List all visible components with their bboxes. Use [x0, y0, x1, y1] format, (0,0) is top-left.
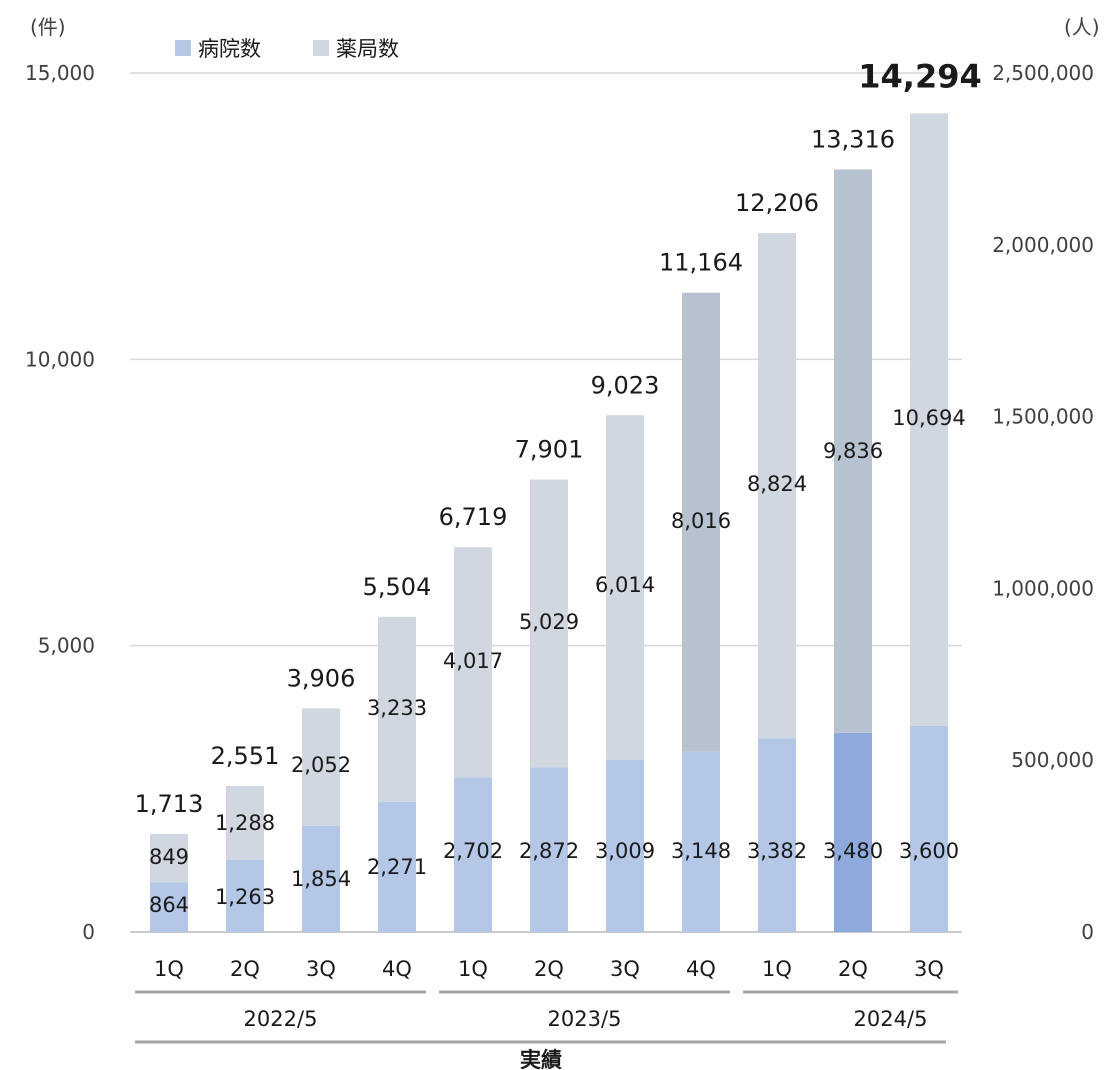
bar-pharmacy: [378, 616, 416, 802]
data-label-hospital: 2,702: [443, 839, 503, 863]
left-axis-tick-label: 5,000: [38, 634, 95, 658]
x-axis-tick-label: 4Q: [686, 957, 716, 981]
bar-hospital: [454, 777, 492, 932]
bar-hospital: [150, 882, 188, 932]
data-label-total: 9,023: [591, 371, 660, 399]
data-label-pharmacy: 10,694: [892, 406, 965, 430]
data-labels: 864 849 1,713 1,263 1,288 2,551 1,854 2,052 3,90…: [135, 57, 982, 917]
x-axis-tick-label: 2Q: [534, 957, 564, 981]
data-label-hospital: 2,271: [367, 855, 427, 879]
data-label-total: 6,719: [439, 503, 508, 531]
bar-pharmacy: [758, 233, 796, 739]
data-label-hospital: 3,600: [899, 839, 959, 863]
bar-hospital: [606, 759, 644, 932]
data-label-pharmacy: 2,052: [291, 753, 351, 777]
data-label-total: 12,206: [735, 189, 819, 217]
bar-pharmacy: [530, 479, 568, 768]
data-label-pharmacy: 8,016: [671, 509, 731, 533]
bar-pharmacy: [150, 833, 188, 883]
legend-swatch-pharmacy: [313, 40, 329, 56]
legend-swatch-hospital: [175, 40, 191, 56]
legend-label-pharmacy: 薬局数: [336, 37, 399, 61]
x-axis-tick-label: 3Q: [610, 957, 640, 981]
data-label-hospital: 3,480: [823, 839, 883, 863]
right-axis-tick-label: 2,000,000: [992, 233, 1094, 257]
data-label-pharmacy: 8,824: [747, 472, 807, 496]
bar-hospital: [378, 801, 416, 932]
data-label-total: 1,713: [135, 790, 204, 818]
right-axis-unit: (人): [1064, 15, 1100, 39]
bar-pharmacy: [682, 292, 720, 752]
bar-pharmacy: [910, 113, 948, 726]
bar-hospital: [910, 725, 948, 932]
data-label-total: 5,504: [363, 573, 432, 601]
data-label-total: 7,901: [515, 436, 584, 464]
data-label-hospital: 1,854: [291, 867, 351, 891]
data-label-pharmacy: 9,836: [823, 439, 883, 463]
bar-hospital: [682, 751, 720, 932]
data-label-hospital: 1,263: [215, 885, 275, 909]
data-label-pharmacy: 1,288: [215, 811, 275, 835]
data-label-hospital: 2,872: [519, 839, 579, 863]
x-axis-tick-label: 2Q: [230, 957, 260, 981]
bars: [150, 113, 948, 932]
fiscal-year-label: 2022/5: [244, 1007, 318, 1031]
bar-hospital: [834, 732, 872, 932]
data-label-hospital: 3,009: [595, 839, 655, 863]
left-axis-tick-label: 15,000: [25, 61, 95, 85]
data-label-hospital: 3,148: [671, 839, 731, 863]
axes: 0 5,000 10,000 15,000 0 500,000 1,000,000 1,500…: [25, 61, 1094, 1070]
x-axis-tick-label: 3Q: [914, 957, 944, 981]
fiscal-year-label: 2024/5: [854, 1007, 928, 1031]
data-label-hospital: 3,382: [747, 839, 807, 863]
x-axis-tick-label: 1Q: [762, 957, 792, 981]
x-axis-tick-label: 3Q: [306, 957, 336, 981]
data-label-pharmacy: 5,029: [519, 610, 579, 634]
x-axis-tick-label: 1Q: [154, 957, 184, 981]
bar-pharmacy: [834, 169, 872, 733]
x-axis-tick-label: 4Q: [382, 957, 412, 981]
left-axis-unit: (件): [30, 15, 66, 39]
bar-pharmacy: [454, 547, 492, 778]
right-axis-tick-label: 2,500,000: [992, 61, 1094, 85]
bar-hospital: [758, 738, 796, 932]
bar-pharmacy: [606, 415, 644, 760]
right-axis-tick-label: 1,000,000: [992, 576, 1094, 600]
left-axis-tick-label: 10,000: [25, 347, 95, 371]
x-axis-tick-label: 1Q: [458, 957, 488, 981]
bar-pharmacy: [226, 785, 264, 860]
data-label-pharmacy: 3,233: [367, 696, 427, 720]
data-label-pharmacy: 849: [149, 845, 189, 869]
right-axis-tick-label: 0: [1081, 920, 1094, 944]
bar-hospital: [226, 859, 264, 932]
bar-pharmacy: [302, 708, 340, 826]
legend: 病院数 薬局数: [175, 37, 399, 61]
data-label-total: 11,164: [659, 249, 743, 277]
data-label-pharmacy: 6,014: [595, 573, 655, 597]
data-label-total: 14,294: [858, 57, 981, 95]
data-label-total: 3,906: [287, 664, 356, 692]
group-label: 実績: [520, 1048, 562, 1070]
right-axis-tick-label: 1,500,000: [992, 405, 1094, 429]
data-label-hospital: 864: [149, 893, 189, 917]
data-label-pharmacy: 4,017: [443, 649, 503, 673]
bar-hospital: [530, 767, 568, 932]
bar-hospital: [302, 825, 340, 932]
x-axis-tick-label: 2Q: [838, 957, 868, 981]
data-label-total: 13,316: [811, 125, 895, 153]
right-axis-tick-label: 500,000: [1011, 748, 1094, 772]
data-label-total: 2,551: [211, 742, 280, 770]
legend-label-hospital: 病院数: [198, 37, 261, 61]
fiscal-year-label: 2023/5: [548, 1007, 622, 1031]
left-axis-tick-label: 0: [82, 920, 95, 944]
